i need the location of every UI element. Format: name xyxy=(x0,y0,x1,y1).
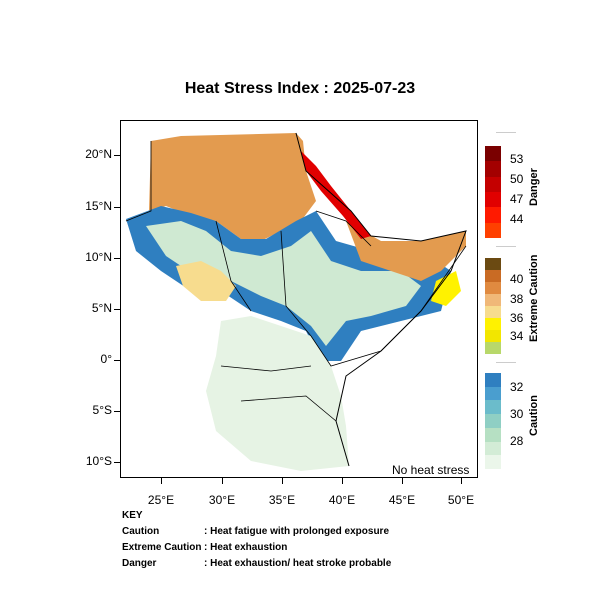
legend-swatch xyxy=(485,282,501,294)
legend-danger-colorbar xyxy=(485,146,501,238)
lat-tick xyxy=(114,155,120,156)
legend-swatch xyxy=(485,258,501,270)
legend-extreme-label: 40 xyxy=(510,272,524,286)
key-heading: KEY xyxy=(122,510,143,521)
legend-swatch xyxy=(485,400,501,415)
lat-tick xyxy=(114,258,120,259)
lon-label-50e: 50°E xyxy=(447,493,475,507)
key-row-danger: Danger : Heat exhaustion/ heat stroke pr… xyxy=(122,556,391,572)
legend-swatch xyxy=(485,146,501,162)
lat-label-20n: 20°N xyxy=(85,147,112,161)
legend-danger-label: 47 xyxy=(510,192,524,206)
lat-label-5s: 5°S xyxy=(92,403,112,417)
legend-swatch xyxy=(485,222,501,238)
legend-swatch xyxy=(485,207,501,223)
legend-swatch xyxy=(485,270,501,282)
lon-tick xyxy=(402,478,403,484)
legend-extreme-title: Extreme Caution xyxy=(528,254,540,342)
lat-tick xyxy=(114,462,120,463)
legend-caution-colorbar xyxy=(485,373,501,469)
legend-divider xyxy=(496,246,516,247)
heat-stress-map xyxy=(120,120,478,478)
legend-swatch xyxy=(485,342,501,354)
map-canvas xyxy=(125,132,467,471)
legend-divider xyxy=(496,362,516,363)
lon-tick xyxy=(222,478,223,484)
legend-swatch xyxy=(485,191,501,208)
caution-interior xyxy=(146,221,421,346)
legend-extreme-label: 38 xyxy=(510,292,524,306)
legend-caution-title: Caution xyxy=(528,395,540,436)
legend-caution-label: 30 xyxy=(510,407,524,421)
key-desc: : Heat exhaustion/ heat stroke probable xyxy=(204,558,392,569)
lat-tick xyxy=(114,360,120,361)
key-desc: : Heat exhaustion xyxy=(204,542,288,553)
legend-swatch xyxy=(485,386,501,401)
legend-swatch xyxy=(485,441,501,456)
key-term: Extreme Caution xyxy=(122,542,202,553)
horn-yellow xyxy=(431,271,461,306)
legend-danger-label: 44 xyxy=(510,212,524,226)
key-term: Caution xyxy=(122,526,160,537)
legend-danger-title: Danger xyxy=(528,168,540,206)
legend-danger-label: 53 xyxy=(510,152,524,166)
legend-swatch xyxy=(485,455,501,469)
lat-tick xyxy=(114,309,120,310)
lon-label-30e: 30°E xyxy=(208,493,236,507)
coastline xyxy=(295,132,467,467)
legend-swatch xyxy=(485,427,501,442)
lon-tick xyxy=(161,478,162,484)
lon-label-45e: 45°E xyxy=(388,493,416,507)
lat-label-0: 0° xyxy=(100,352,112,366)
lon-tick xyxy=(342,478,343,484)
legend-swatch xyxy=(485,306,501,318)
key-desc: : Heat fatigue with prolonged exposure xyxy=(204,526,390,537)
lon-label-25e: 25°E xyxy=(147,493,175,507)
map-title: Heat Stress Index : 2025-07-23 xyxy=(184,80,416,97)
lon-label-35e: 35°E xyxy=(268,493,296,507)
country-borders xyxy=(125,141,467,422)
lat-tick xyxy=(114,207,120,208)
legend-divider xyxy=(496,132,516,133)
legend-caution-label: 32 xyxy=(510,380,524,394)
key-row-caution: Caution : Heat fatigue with prolonged ex… xyxy=(122,524,391,540)
lon-tick xyxy=(461,478,462,484)
extreme-yellow-west xyxy=(176,261,236,301)
legend-extreme-label: 36 xyxy=(510,311,524,325)
legend-danger-label: 50 xyxy=(510,172,524,186)
lat-tick xyxy=(114,411,120,412)
lat-label-10n: 10°N xyxy=(85,250,112,264)
legend-extreme-label: 34 xyxy=(510,329,524,343)
legend-swatch xyxy=(485,176,501,192)
lat-label-10s: 10°S xyxy=(85,454,112,468)
legend-swatch xyxy=(485,414,501,428)
legend-caution-label: 28 xyxy=(510,434,524,448)
lat-label-15n: 15°N xyxy=(85,199,112,213)
lon-label-40e: 40°E xyxy=(328,493,356,507)
legend-extreme-colorbar xyxy=(485,258,501,354)
legend-swatch xyxy=(485,161,501,177)
lat-label-5n: 5°N xyxy=(91,301,112,315)
legend-swatch xyxy=(485,373,501,387)
legend-swatch xyxy=(485,318,501,330)
somalia-region xyxy=(346,221,466,281)
key-row-extreme: Extreme Caution : Heat exhaustion xyxy=(122,540,391,556)
lon-tick xyxy=(282,478,283,484)
danger-coast xyxy=(301,151,371,239)
legend-swatch xyxy=(485,330,501,342)
key-term: Danger xyxy=(122,558,157,569)
legend-swatch xyxy=(485,294,501,306)
east-africa-region xyxy=(206,316,349,471)
no-heat-stress-label: No heat stress xyxy=(392,463,470,477)
key-section: KEY Caution : Heat fatigue with prolonge… xyxy=(122,508,391,572)
